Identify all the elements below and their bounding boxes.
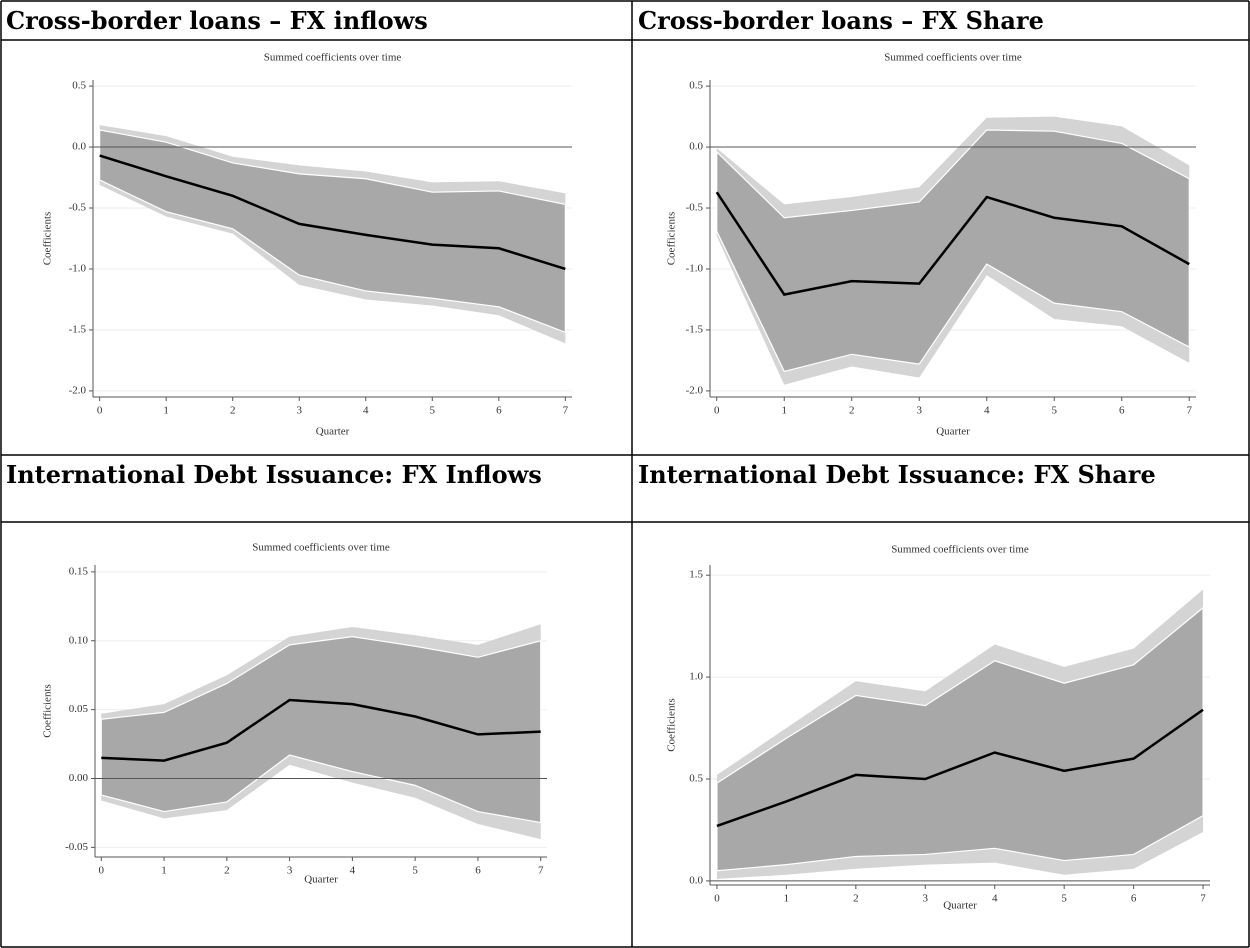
confidence-band — [716, 606, 1204, 872]
x-tick-label: 1 — [161, 865, 167, 877]
panel-heading: International Debt Issuance: FX Inflows — [6, 460, 542, 489]
x-axis-label: Quarter — [304, 874, 338, 886]
y-tick-label: -0.5 — [69, 202, 87, 214]
y-tick-label: 1.5 — [689, 569, 703, 581]
chart-title: Summed coefficients over time — [884, 52, 1022, 64]
x-tick-label: 2 — [853, 893, 859, 905]
x-tick-label: 4 — [984, 405, 990, 417]
y-tick-label: 0.0 — [689, 874, 703, 886]
x-tick-label: 4 — [992, 893, 998, 905]
y-tick-label: 0.00 — [69, 772, 89, 784]
x-tick-label: 5 — [1052, 405, 1058, 417]
chart-title: Summed coefficients over time — [252, 542, 390, 554]
y-tick-label: -0.5 — [686, 202, 704, 214]
x-tick-label: 6 — [475, 865, 481, 877]
estimate-line — [101, 698, 541, 762]
chart-title: Summed coefficients over time — [264, 52, 402, 64]
x-tick-label: 3 — [296, 405, 302, 417]
x-tick-label: 4 — [350, 865, 356, 877]
panel-heading: Cross-border loans – FX inflows — [6, 6, 428, 35]
y-tick-label: -2.0 — [69, 384, 87, 396]
x-tick-label: 7 — [563, 405, 569, 417]
x-tick-label: 7 — [538, 865, 544, 877]
panel-heading: International Debt Issuance: FX Share — [638, 460, 1156, 489]
estimate-line — [99, 154, 566, 271]
y-tick-label: -1.0 — [686, 263, 704, 275]
y-tick-label: -2.0 — [686, 384, 704, 396]
x-tick-label: 6 — [1131, 893, 1137, 905]
y-axis-label: Coefficients — [42, 212, 54, 266]
confidence-band — [99, 129, 566, 334]
panel-heading: Cross-border loans – FX Share — [638, 6, 1044, 35]
x-axis-label: Quarter — [943, 900, 977, 912]
x-tick-label: 2 — [230, 405, 236, 417]
y-tick-label: -1.0 — [69, 263, 87, 275]
x-tick-label: 4 — [363, 405, 369, 417]
y-axis-label: Coefficients — [42, 684, 54, 738]
y-tick-label: 0.5 — [689, 773, 703, 785]
y-tick-label: 0.0 — [72, 141, 86, 153]
x-tick-label: 3 — [287, 865, 293, 877]
x-tick-label: 6 — [1119, 405, 1125, 417]
x-tick-label: 7 — [1187, 405, 1193, 417]
x-tick-label: 5 — [1061, 893, 1067, 905]
y-tick-label: 0.15 — [69, 565, 89, 577]
y-tick-label: 0.5 — [72, 80, 86, 92]
y-tick-label: 0.05 — [69, 703, 89, 715]
x-tick-label: 1 — [163, 405, 169, 417]
x-tick-label: 1 — [784, 893, 790, 905]
y-tick-label: 0.10 — [69, 634, 89, 646]
x-tick-label: 5 — [430, 405, 436, 417]
x-tick-label: 0 — [97, 405, 103, 417]
y-tick-label: 1.0 — [689, 671, 703, 683]
estimate-line — [715, 191, 1190, 296]
y-tick-label: -0.05 — [65, 841, 88, 853]
y-axis-label: Coefficients — [666, 698, 678, 752]
x-tick-label: 0 — [714, 405, 720, 417]
confidence-band — [716, 129, 1190, 373]
x-tick-label: 2 — [224, 865, 230, 877]
x-axis-label: Quarter — [316, 426, 350, 438]
x-tick-label: 3 — [923, 893, 929, 905]
y-tick-label: -1.5 — [69, 323, 87, 335]
x-tick-label: 0 — [714, 893, 720, 905]
confidence-band — [100, 636, 542, 824]
x-tick-label: 1 — [782, 405, 788, 417]
y-tick-label: -1.5 — [686, 323, 704, 335]
x-axis-label: Quarter — [936, 426, 970, 438]
y-tick-label: 0.5 — [689, 80, 703, 92]
x-tick-label: 5 — [412, 865, 418, 877]
x-tick-label: 6 — [496, 405, 502, 417]
x-tick-label: 2 — [849, 405, 855, 417]
x-tick-label: 0 — [99, 865, 105, 877]
chart-title: Summed coefficients over time — [891, 544, 1029, 556]
x-tick-label: 3 — [917, 405, 923, 417]
y-tick-label: 0.0 — [689, 141, 703, 153]
estimate-line — [716, 708, 1204, 828]
x-tick-label: 7 — [1200, 893, 1206, 905]
y-axis-label: Coefficients — [666, 212, 678, 266]
